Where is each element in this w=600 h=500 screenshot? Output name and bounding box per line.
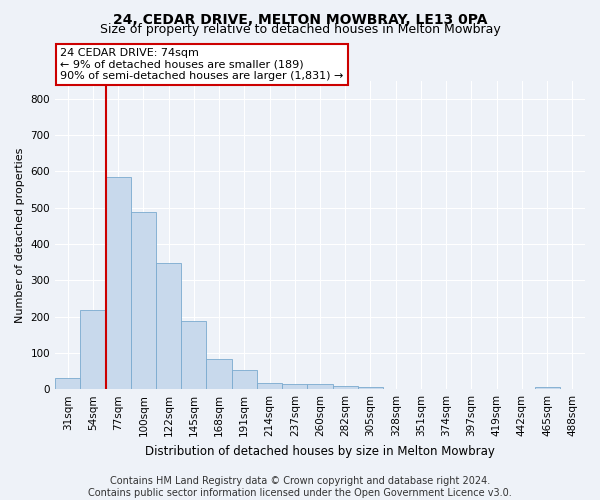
Text: Size of property relative to detached houses in Melton Mowbray: Size of property relative to detached ho… [100, 22, 500, 36]
Bar [156, 263, 181, 389]
Bar [232, 370, 257, 389]
Text: 24 CEDAR DRIVE: 74sqm
← 9% of detached houses are smaller (189)
90% of semi-deta: 24 CEDAR DRIVE: 74sqm ← 9% of detached h… [61, 48, 344, 80]
X-axis label: Distribution of detached houses by size in Melton Mowbray: Distribution of detached houses by size … [145, 444, 495, 458]
Bar [181, 321, 206, 389]
Bar [131, 212, 156, 389]
Bar [80, 310, 106, 389]
Bar [332, 386, 358, 389]
Text: Contains HM Land Registry data © Crown copyright and database right 2024.
Contai: Contains HM Land Registry data © Crown c… [88, 476, 512, 498]
Bar [55, 378, 80, 389]
Bar [206, 360, 232, 389]
Bar [358, 388, 383, 389]
Bar [106, 177, 131, 389]
Bar [257, 382, 282, 389]
Y-axis label: Number of detached properties: Number of detached properties [15, 148, 25, 322]
Bar [535, 387, 560, 389]
Bar [307, 384, 332, 389]
Bar [282, 384, 307, 389]
Text: 24, CEDAR DRIVE, MELTON MOWBRAY, LE13 0PA: 24, CEDAR DRIVE, MELTON MOWBRAY, LE13 0P… [113, 12, 487, 26]
